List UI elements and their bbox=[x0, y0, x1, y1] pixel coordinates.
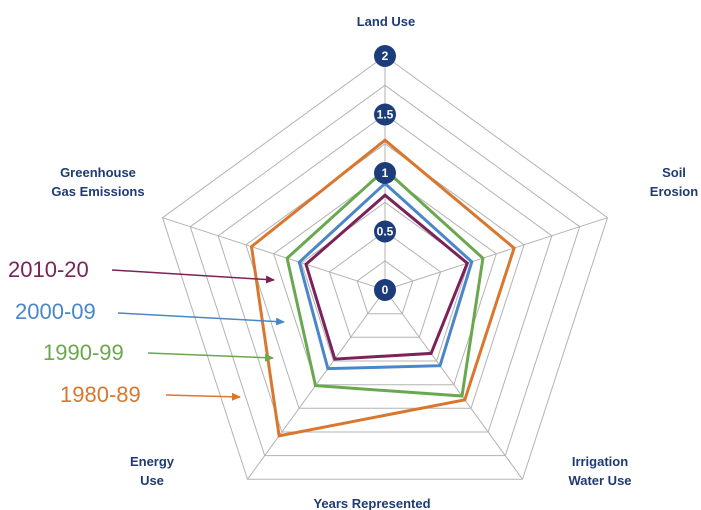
grid-ring bbox=[245, 143, 525, 409]
grid-ring bbox=[217, 113, 553, 433]
axis-spoke bbox=[384, 289, 523, 480]
tick-label: 0 bbox=[382, 283, 389, 297]
series-layer bbox=[249, 138, 516, 438]
series-line-2010-20 bbox=[304, 193, 470, 361]
series-label-layer: 2010-20 2000-09 1990-99 1980-89 bbox=[8, 257, 285, 407]
grid-ring bbox=[189, 84, 581, 457]
tick-layer: 0 0.5 1 1.5 2 bbox=[374, 45, 396, 301]
series-label: 2010-20 bbox=[8, 257, 89, 282]
series-arrow bbox=[165, 392, 241, 401]
axis-label: Land Use bbox=[357, 14, 416, 29]
grid-ring bbox=[328, 230, 442, 338]
series-label: 1980-89 bbox=[60, 382, 141, 407]
tick-label: 0.5 bbox=[377, 225, 394, 239]
series-line-1990-99 bbox=[285, 167, 485, 398]
series-line-1980-89 bbox=[249, 138, 516, 438]
tick-label: 1.5 bbox=[377, 108, 394, 122]
axis-spoke bbox=[162, 217, 386, 291]
tick-marker bbox=[374, 220, 396, 243]
axis-label-layer: Land Use Soil Erosion Irrigation Water Use En… bbox=[51, 14, 698, 488]
series-arrow bbox=[111, 269, 275, 284]
grid-ring bbox=[356, 260, 414, 315]
axis-label: Irrigation Water Use bbox=[568, 454, 631, 488]
series-line-2000-09 bbox=[297, 181, 474, 371]
grid-ring bbox=[161, 55, 609, 480]
axis-spoke bbox=[384, 217, 608, 291]
tick-marker bbox=[374, 103, 396, 126]
chart-caption: Years Represented bbox=[313, 496, 430, 510]
tick-marker bbox=[374, 162, 396, 184]
series-arrow bbox=[117, 312, 285, 326]
axis-label: Energy Use bbox=[130, 454, 175, 488]
axis-label: Greenhouse Gas Emissions bbox=[51, 165, 144, 199]
series-label: 2000-09 bbox=[15, 299, 96, 324]
axis-label: Soil Erosion bbox=[650, 165, 698, 199]
tick-marker bbox=[374, 279, 396, 301]
grid-ring bbox=[273, 172, 497, 386]
series-arrow bbox=[147, 352, 274, 362]
series-label: 1990-99 bbox=[43, 340, 124, 365]
tick-marker bbox=[374, 45, 396, 67]
tick-label: 2 bbox=[382, 49, 389, 63]
tick-label: 1 bbox=[382, 166, 389, 180]
